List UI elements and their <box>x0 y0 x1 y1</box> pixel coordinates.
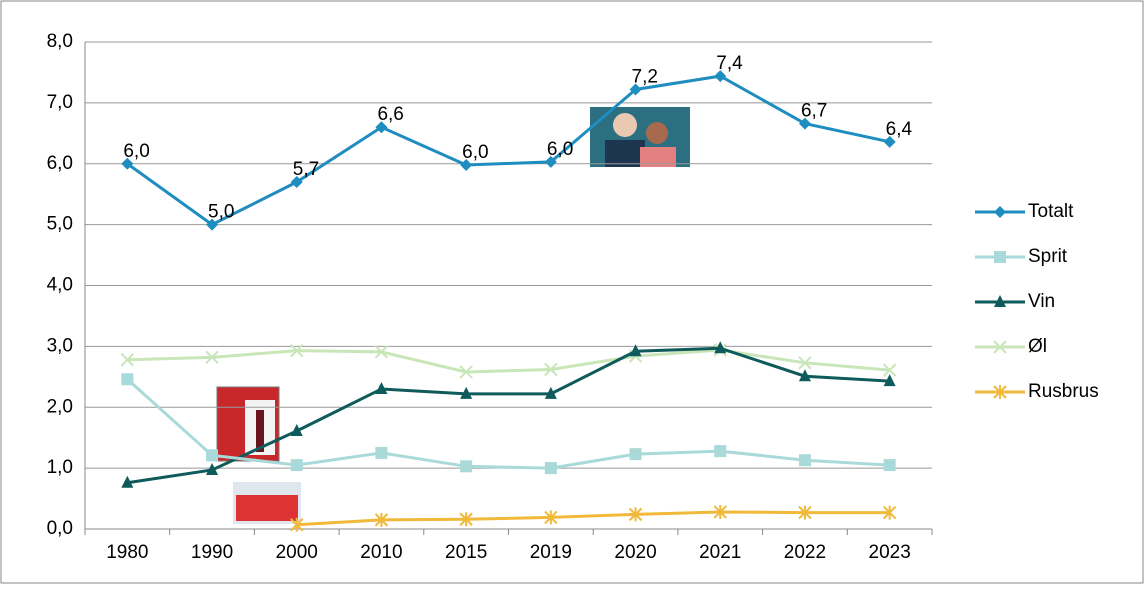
marker <box>460 386 473 399</box>
data-label: 5,0 <box>208 202 234 223</box>
data-label: 6,0 <box>547 139 573 160</box>
marker <box>994 295 1006 307</box>
marker <box>994 206 1006 218</box>
decor-image <box>216 107 690 524</box>
marker <box>374 345 389 359</box>
series-line <box>127 346 890 485</box>
marker <box>206 462 219 475</box>
marker <box>629 344 642 357</box>
data-label: 6,7 <box>801 101 827 122</box>
y-tick-label: 3,0 <box>47 335 73 356</box>
y-tick-label: 6,0 <box>47 153 73 174</box>
x-tick-label: 1990 <box>191 542 233 563</box>
marker <box>205 350 219 365</box>
y-tick-label: 7,0 <box>47 92 73 113</box>
marker <box>714 445 727 458</box>
data-label: 7,2 <box>632 66 658 87</box>
data-label: 7,4 <box>716 53 743 74</box>
marker <box>544 510 558 525</box>
marker <box>120 353 135 367</box>
marker <box>714 341 727 354</box>
x-tick-label: 2019 <box>530 542 572 563</box>
y-tick-label: 4,0 <box>47 275 73 296</box>
marker <box>375 381 388 394</box>
marker <box>206 449 219 462</box>
series-line <box>127 348 890 374</box>
marker <box>883 374 896 387</box>
marker <box>544 462 557 475</box>
legend-label: Øl <box>1028 336 1047 357</box>
marker <box>544 362 558 377</box>
marker <box>883 135 896 148</box>
marker <box>629 83 642 96</box>
data-label: 6,4 <box>886 119 913 140</box>
marker <box>290 517 304 532</box>
marker <box>375 121 388 134</box>
x-tick-label: 2021 <box>699 542 741 563</box>
series-line <box>126 378 890 470</box>
y-tick-label: 1,0 <box>47 457 73 478</box>
data-label: 5,7 <box>293 159 319 180</box>
marker <box>544 386 557 399</box>
series-line <box>296 510 890 527</box>
marker <box>714 70 727 83</box>
marker <box>374 512 389 527</box>
marker <box>798 454 811 467</box>
x-tick-label: 2022 <box>784 542 826 563</box>
legend-label: Vin <box>1028 291 1055 312</box>
marker <box>713 504 727 519</box>
y-tick-label: 2,0 <box>47 396 73 417</box>
data-label: 6,6 <box>377 104 403 125</box>
legend-label: Totalt <box>1028 201 1074 222</box>
marker <box>798 505 812 520</box>
marker <box>798 356 812 370</box>
marker <box>883 459 896 472</box>
legend-label: Sprit <box>1028 246 1068 267</box>
marker <box>798 117 811 130</box>
marker <box>206 218 219 231</box>
marker <box>290 459 303 472</box>
marker <box>460 158 473 171</box>
marker <box>628 507 643 522</box>
y-tick-label: 0,0 <box>47 518 73 539</box>
marker <box>882 505 897 520</box>
marker <box>882 363 897 377</box>
marker <box>544 155 557 168</box>
marker <box>459 365 473 379</box>
marker <box>629 448 642 461</box>
legend-label: Rusbrus <box>1028 381 1099 402</box>
marker <box>993 385 1007 399</box>
y-tick-label: 8,0 <box>47 31 73 52</box>
marker <box>290 343 304 358</box>
marker <box>994 251 1006 263</box>
x-tick-label: 1980 <box>106 542 148 563</box>
series-line <box>126 74 890 227</box>
data-label: 6,0 <box>462 142 488 163</box>
x-tick-label: 2000 <box>276 542 318 563</box>
x-tick-label: 2020 <box>614 542 656 563</box>
data-label: 6,0 <box>123 141 149 162</box>
marker <box>375 446 388 459</box>
marker <box>121 157 134 170</box>
marker <box>993 340 1007 354</box>
marker <box>798 369 811 382</box>
marker <box>290 176 303 189</box>
marker <box>121 475 134 488</box>
marker <box>460 460 473 473</box>
x-tick-label: 2010 <box>360 542 402 563</box>
x-tick-label: 2015 <box>445 542 487 563</box>
marker <box>459 512 473 527</box>
x-tick-label: 2023 <box>869 542 911 563</box>
y-tick-label: 5,0 <box>47 214 73 235</box>
marker <box>121 373 134 386</box>
marker <box>290 423 303 436</box>
